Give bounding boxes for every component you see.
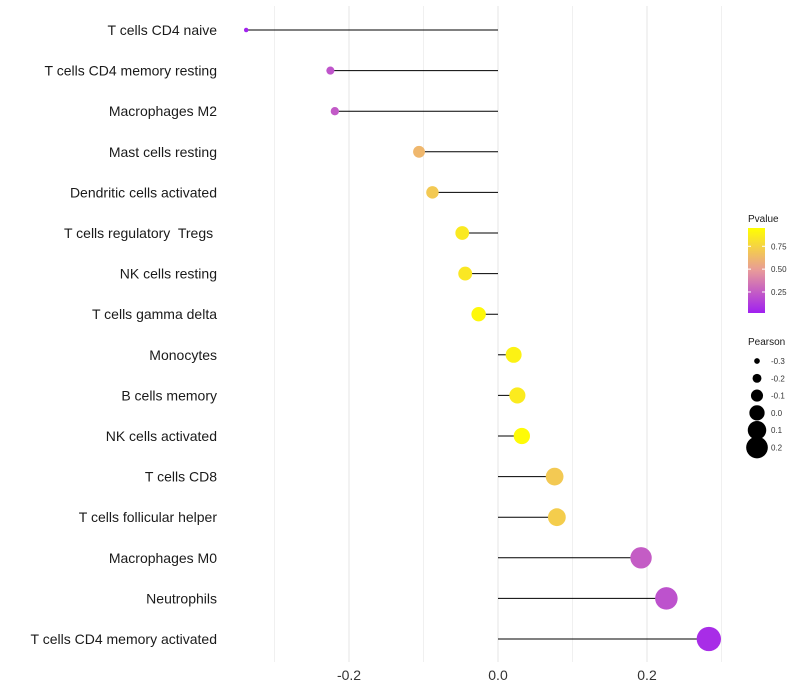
pvalue-tick-label: 0.25 — [771, 288, 787, 297]
data-point — [426, 186, 439, 199]
grid-lines — [274, 6, 722, 662]
pearson-legend-title: Pearson — [748, 337, 785, 348]
category-label: T cells CD4 naive — [108, 22, 218, 38]
category-label: T cells follicular helper — [79, 509, 218, 525]
data-point — [455, 226, 470, 240]
category-label: Macrophages M2 — [109, 103, 217, 119]
pearson-legend-label: -0.1 — [771, 392, 785, 401]
x-tick-label: 0.2 — [637, 667, 657, 683]
pvalue-legend-title: Pvalue — [748, 214, 779, 225]
data-point — [509, 387, 526, 404]
x-axis-ticks: -0.2 0.0 0.2 — [337, 667, 657, 683]
x-tick-label: 0.0 — [488, 667, 508, 683]
pearson-size-key — [750, 389, 764, 402]
data-point — [326, 66, 335, 75]
pvalue-tick-label: 0.75 — [771, 242, 787, 251]
pearson-legend-label: 0.2 — [771, 444, 783, 453]
category-label: T cells CD8 — [145, 469, 217, 485]
category-label: Monocytes — [149, 347, 217, 363]
pvalue-color-bar — [748, 228, 765, 313]
data-point — [505, 346, 522, 363]
data-point — [471, 306, 486, 322]
pvalue-tick-label: 0.50 — [771, 265, 787, 274]
category-label: T cells regulatory Tregs — [64, 225, 217, 241]
pvalue-legend: Pvalue 0.25 0.50 0.75 — [748, 214, 787, 313]
data-point — [655, 587, 678, 610]
category-label: Macrophages M0 — [109, 550, 217, 566]
category-label: T cells CD4 memory activated — [31, 631, 217, 647]
category-label: NK cells activated — [106, 428, 217, 444]
pearson-size-key — [747, 420, 767, 440]
x-tick-label: -0.2 — [337, 667, 361, 683]
pearson-legend-label: -0.2 — [771, 374, 785, 383]
data-point — [630, 547, 652, 569]
category-label: Dendritic cells activated — [70, 184, 217, 200]
data-point — [330, 107, 339, 116]
category-label: Neutrophils — [146, 590, 217, 606]
data-point — [545, 467, 564, 486]
pearson-legend-label: -0.3 — [771, 357, 785, 366]
data-point — [413, 145, 425, 158]
data-point — [547, 508, 566, 527]
lollipop-points — [243, 27, 722, 652]
category-label: B cells memory — [121, 387, 217, 403]
data-point — [458, 266, 473, 281]
category-label: T cells CD4 memory resting — [45, 63, 217, 79]
pearson-size-key — [754, 358, 760, 364]
category-label: Mast cells resting — [109, 144, 217, 160]
data-point — [243, 27, 249, 33]
category-label: NK cells resting — [120, 266, 217, 282]
category-labels: T cells CD4 naive T cells CD4 memory rest… — [31, 22, 218, 647]
data-point — [513, 427, 530, 445]
category-label: T cells gamma delta — [92, 306, 217, 322]
pearson-legend: Pearson -0.3 -0.2 -0.1 0.0 0.1 0.2 — [746, 337, 785, 459]
pearson-legend-label: 0.0 — [771, 409, 783, 418]
pearson-size-key — [752, 373, 762, 383]
pearson-legend-label: 0.1 — [771, 426, 783, 435]
pearson-size-key — [746, 436, 768, 459]
pearson-size-key — [749, 405, 765, 421]
data-point — [696, 626, 722, 652]
